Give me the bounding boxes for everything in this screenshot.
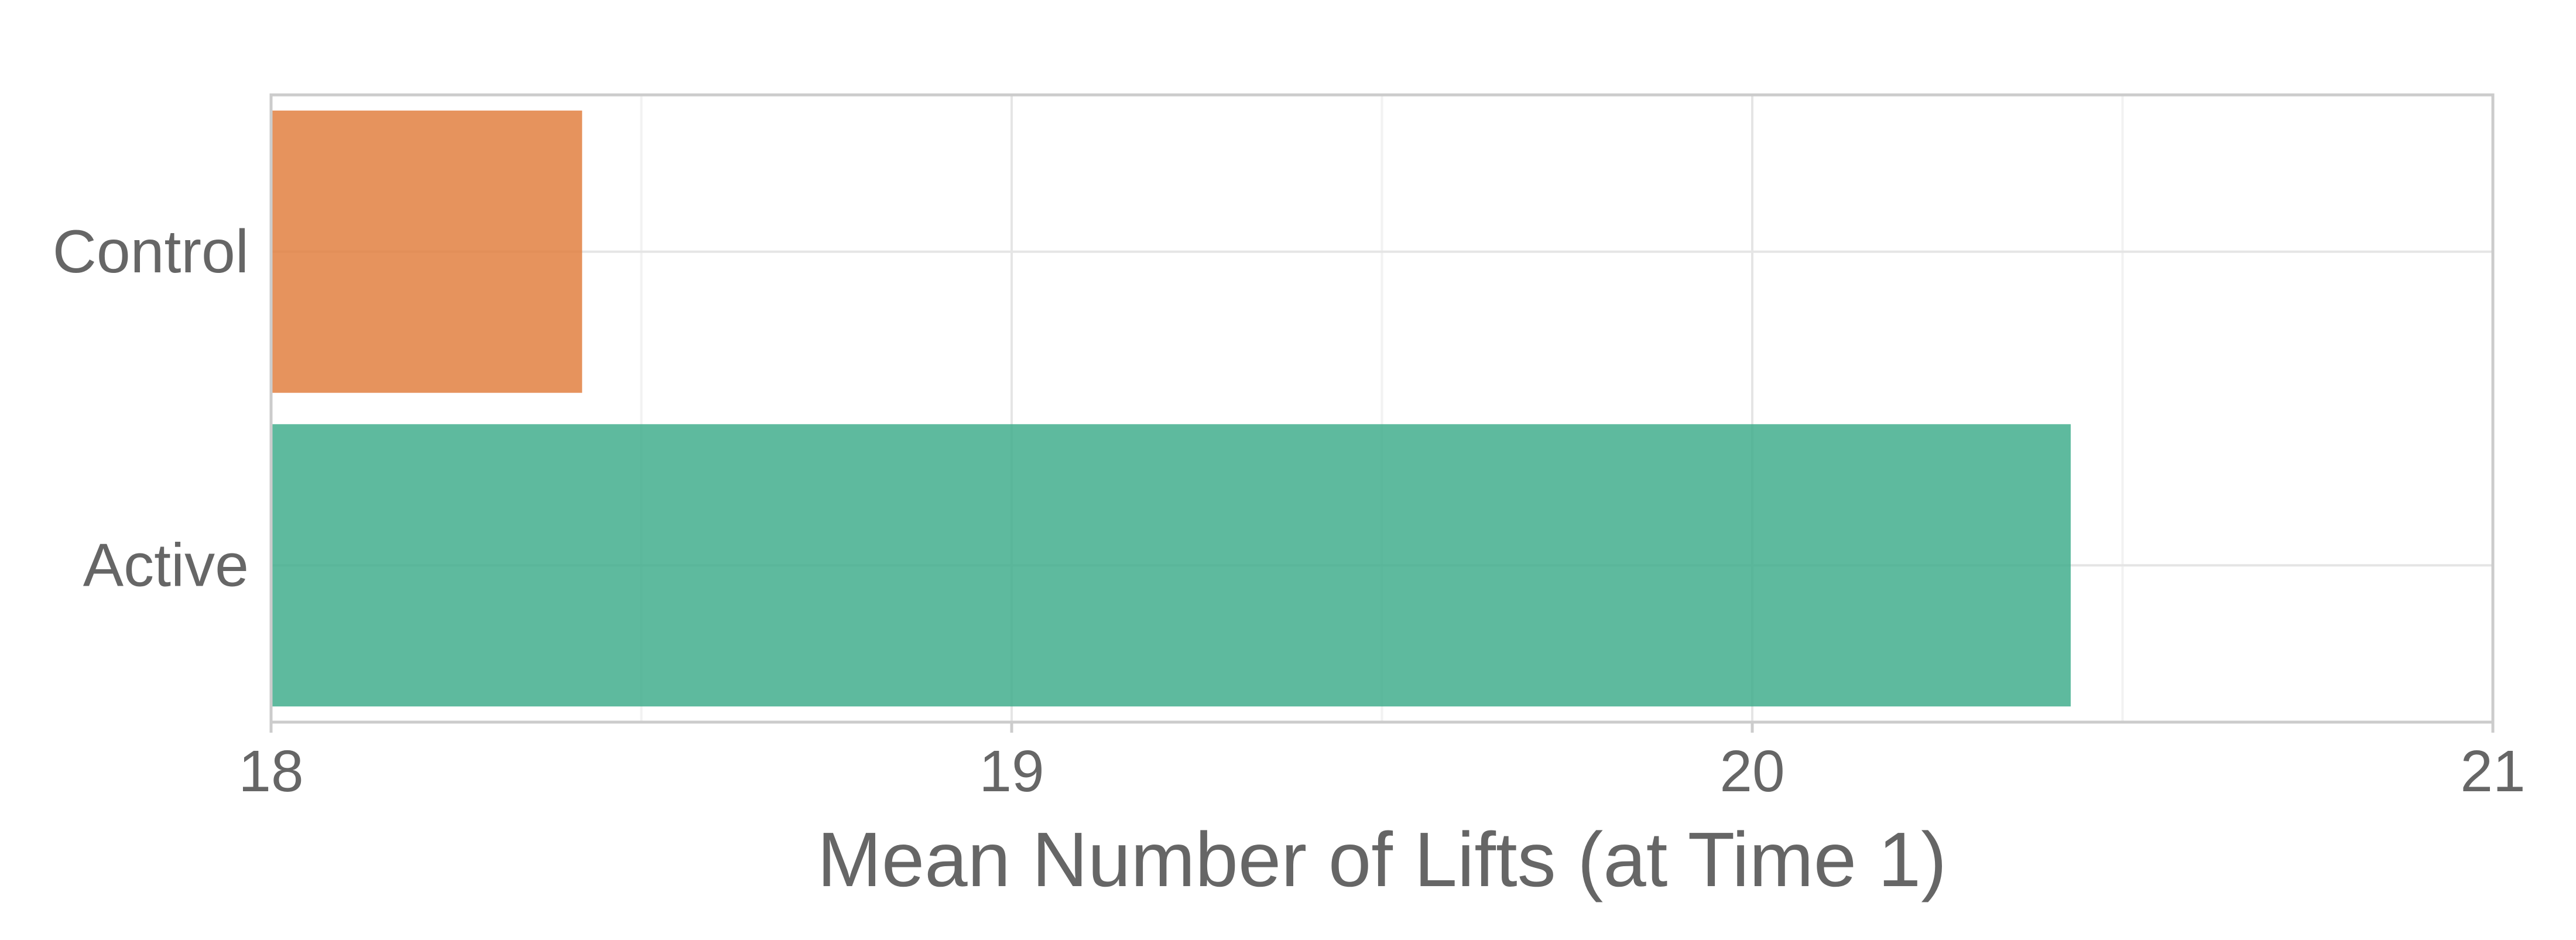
y-tick-labels: Control Active: [53, 218, 249, 600]
x-axis-title: Mean Number of Lifts (at Time 1): [817, 816, 1947, 903]
plot-frame: [269, 93, 2495, 724]
x-tick-label: 20: [1719, 739, 1784, 804]
y-tick-label-control: Control: [53, 218, 249, 286]
x-tick-label: 19: [979, 739, 1044, 804]
y-tick-label-active: Active: [83, 531, 249, 599]
bar-control: [271, 110, 583, 393]
x-tick-label: 21: [2460, 739, 2525, 804]
x-tick-label: 18: [238, 739, 303, 804]
bar-layer: [271, 110, 2071, 707]
bar-active: [271, 424, 2071, 707]
x-tick-labels: 18 19 20 21: [238, 722, 2526, 804]
